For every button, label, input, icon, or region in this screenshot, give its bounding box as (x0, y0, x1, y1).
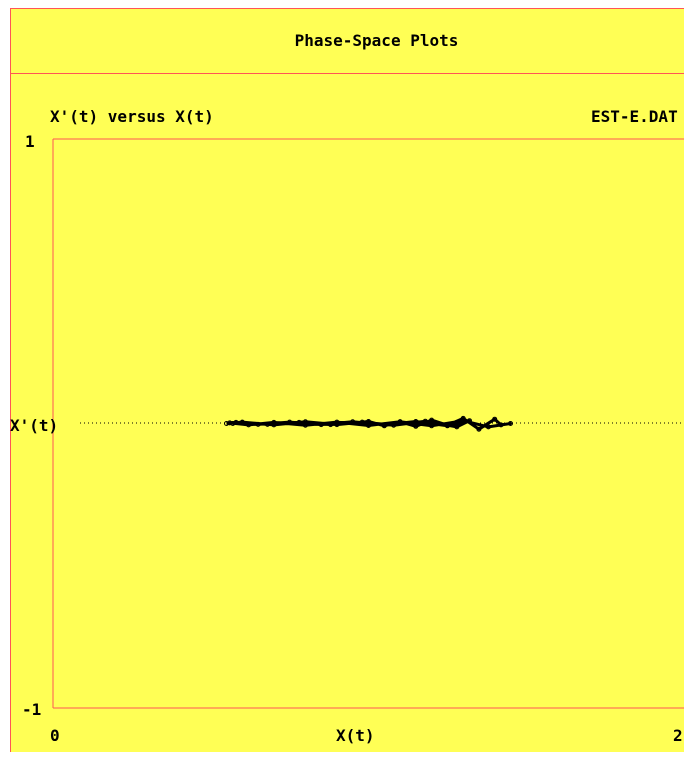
trajectory-point (230, 421, 236, 426)
trajectory-point (381, 422, 387, 428)
trajectory-point (359, 419, 365, 425)
x-tick-label-right: 2 (673, 726, 683, 745)
trajectory-point (265, 421, 270, 427)
trajectory-point (485, 424, 491, 430)
trajectory-point (302, 419, 308, 425)
trajectory-point (498, 422, 504, 428)
trajectory-point (287, 419, 293, 425)
y-tick-label-top: 1 (25, 132, 35, 151)
title-divider (11, 73, 684, 74)
trajectory-point (460, 415, 466, 421)
trajectory-point (429, 423, 435, 429)
trajectory-point (227, 420, 233, 426)
series-layer (224, 415, 513, 432)
trajectory-point (444, 423, 450, 429)
trajectory-point (318, 422, 324, 428)
trajectory-point (508, 421, 513, 426)
trajectory-point (413, 419, 419, 424)
source-file-label: EST-E.DAT (591, 107, 678, 126)
trajectory-point (271, 419, 277, 425)
trajectory-point (334, 422, 340, 428)
trajectory-point (391, 422, 397, 428)
plot-panel: Phase-Space Plots (10, 8, 684, 752)
x-axis-label: X(t) (336, 726, 375, 745)
trajectory-point (246, 422, 252, 428)
trajectory-point (366, 423, 371, 428)
trajectory-point (476, 426, 482, 432)
trajectory-point (328, 422, 334, 428)
trajectory-point (413, 423, 419, 429)
trajectory-point (271, 422, 277, 428)
trajectory-point (334, 419, 340, 425)
y-axis-label: X'(t) (10, 416, 58, 435)
chart-title: X'(t) versus X(t) (50, 107, 214, 126)
x-tick-label-left: 0 (50, 726, 60, 745)
window-title: Phase-Space Plots (294, 31, 459, 50)
trajectory-point (397, 419, 403, 425)
trajectory-point (296, 419, 302, 425)
trajectory-point (467, 418, 472, 424)
trajectory-point (460, 418, 466, 424)
trajectory-point (492, 416, 498, 422)
trajectory-point (350, 419, 356, 425)
trajectory-point (302, 422, 308, 428)
trajectory-point (255, 421, 261, 427)
trajectory-point (429, 417, 435, 423)
trajectory-point (422, 418, 428, 424)
trajectory-point (239, 420, 245, 426)
y-tick-label-bottom: -1 (22, 700, 41, 719)
trajectory-point (224, 421, 229, 426)
trajectory-point (454, 424, 460, 430)
